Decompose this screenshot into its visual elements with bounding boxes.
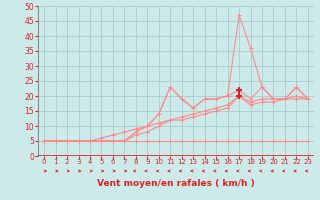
X-axis label: Vent moyen/en rafales ( km/h ): Vent moyen/en rafales ( km/h ): [97, 179, 255, 188]
